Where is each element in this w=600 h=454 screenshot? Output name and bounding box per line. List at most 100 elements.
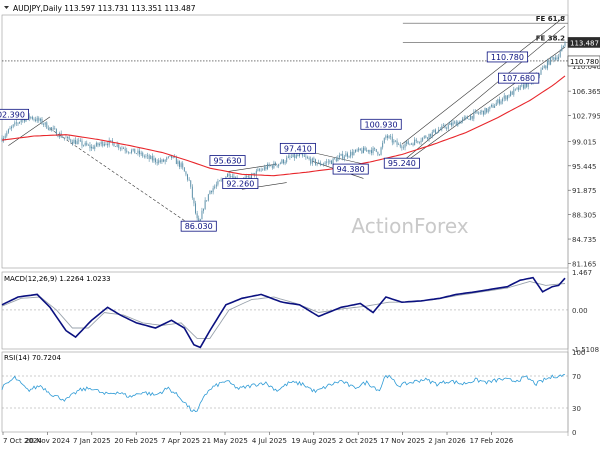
candle-body	[377, 151, 379, 155]
candle-body	[465, 116, 467, 118]
candle-body	[51, 127, 53, 129]
candle-body	[300, 153, 302, 155]
candle-body	[14, 122, 16, 125]
candle-body	[412, 143, 414, 146]
rsi-y-tick-label: 30	[572, 405, 581, 413]
candle-body	[203, 209, 205, 211]
candle-body	[95, 142, 97, 147]
candle-body	[83, 145, 85, 146]
macd-y-tick-label: -1.5108	[572, 346, 599, 354]
candle-body	[434, 129, 436, 134]
candle-body	[115, 146, 117, 148]
macd-y-tick-label: 1.467	[572, 269, 592, 277]
candle-body	[351, 151, 353, 156]
candle-body	[324, 162, 326, 164]
candle-body	[158, 160, 160, 164]
candle-body	[497, 99, 499, 103]
candle-body	[500, 101, 502, 104]
candle-body	[209, 190, 211, 195]
candle-body	[123, 147, 125, 149]
y-tick-label: 88.305	[572, 212, 597, 220]
candle-body	[311, 158, 313, 164]
candle-body	[545, 65, 547, 69]
candle-body	[17, 123, 19, 124]
candle-body	[564, 43, 566, 46]
candle-body	[436, 132, 438, 134]
candle-body	[399, 144, 401, 147]
candle-body	[155, 158, 157, 163]
candle-body	[471, 115, 473, 119]
candle-body	[441, 125, 443, 130]
candle-body	[463, 117, 465, 119]
candle-body	[71, 142, 73, 144]
candle-body	[540, 69, 542, 75]
candle-body	[164, 159, 166, 162]
y-tick-label: 91.875	[572, 187, 597, 195]
chevron-down-icon[interactable]	[4, 6, 9, 9]
candle-body	[551, 57, 553, 58]
candle-body	[401, 146, 403, 148]
x-tick-label: 7 Jan 2025	[73, 437, 111, 445]
candle-body	[446, 127, 448, 129]
swing-label: 107.680	[498, 72, 540, 84]
candle-body	[68, 136, 70, 140]
candle-body	[524, 83, 526, 89]
swing-label: 95.630	[209, 155, 246, 166]
candle-body	[345, 153, 347, 157]
candle-body	[417, 141, 419, 143]
candle-body	[361, 150, 363, 153]
candle-body	[97, 142, 99, 146]
candle-body	[490, 105, 492, 107]
candle-body	[31, 116, 33, 119]
candle-body	[175, 157, 177, 165]
candle-body	[558, 56, 560, 60]
candle-body	[331, 160, 332, 165]
candle-body	[113, 142, 115, 147]
candle-body	[91, 146, 93, 149]
candle-body	[543, 65, 545, 68]
candle-body	[252, 172, 254, 175]
y-tick-label: 99.015	[572, 138, 597, 146]
candle-body	[370, 150, 372, 154]
candle-body	[297, 155, 299, 156]
candle-body	[273, 162, 275, 168]
candle-body	[118, 144, 120, 149]
candle-body	[166, 157, 168, 160]
candle-body	[81, 140, 83, 146]
candle-body	[65, 137, 67, 139]
candle-body	[20, 120, 22, 123]
candle-body	[414, 139, 416, 146]
candle-body	[15, 122, 17, 124]
candle-body	[556, 57, 558, 60]
candle-body	[219, 180, 221, 182]
candle-body	[367, 149, 369, 152]
candle-body	[474, 111, 476, 113]
candle-body	[94, 146, 96, 149]
candle-body	[100, 141, 102, 145]
candle-body	[369, 150, 371, 152]
candle-body	[476, 111, 478, 113]
candle-body	[447, 124, 449, 129]
candle-body	[442, 125, 444, 126]
candle-body	[206, 200, 208, 201]
candle-body	[433, 129, 435, 132]
candle-body	[111, 140, 113, 143]
candle-body	[140, 152, 142, 155]
titles-layer: AUDJPY,Daily 113.597 113.731 113.351 113…	[4, 4, 196, 362]
candle-body	[260, 169, 262, 171]
candle-body	[212, 188, 214, 193]
candle-body	[484, 108, 486, 115]
y-tick-label: 95.445	[572, 163, 597, 171]
candle-body	[283, 159, 284, 164]
candle-body	[145, 155, 147, 157]
swing-label: 86.030	[180, 220, 217, 232]
candle-body	[75, 140, 77, 145]
candle-body	[247, 175, 249, 178]
swing-label-box	[383, 157, 420, 169]
x-tick-label: 20 Feb 2025	[114, 437, 158, 445]
candle-body	[275, 162, 276, 166]
swing-label-text: 92.260	[226, 180, 254, 189]
candle-body	[179, 161, 181, 167]
candle-body	[486, 108, 488, 113]
candle-body	[396, 140, 398, 145]
